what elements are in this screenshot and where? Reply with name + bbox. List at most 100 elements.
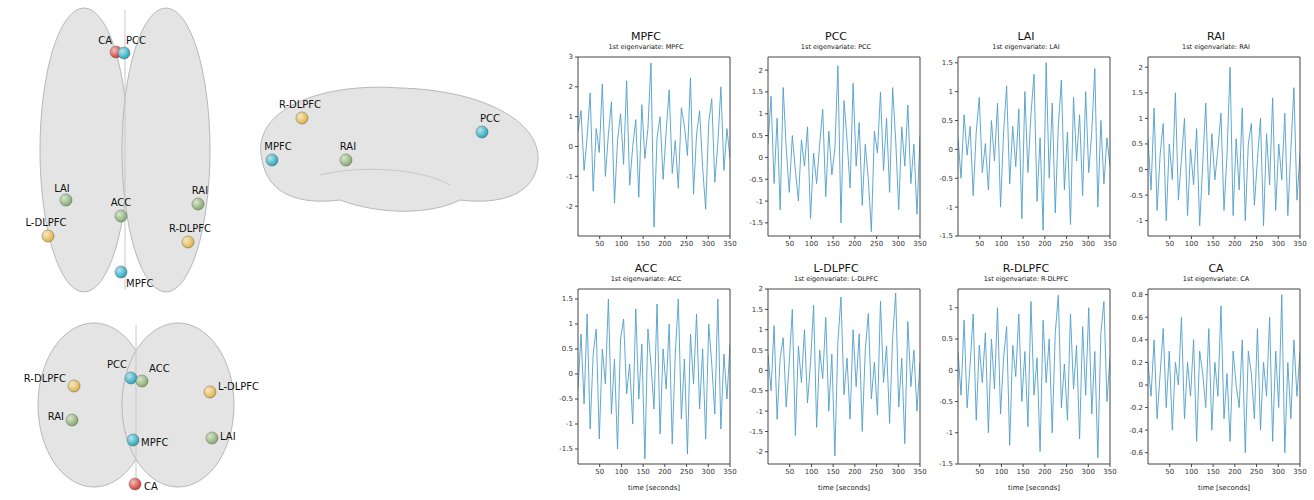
svg-text:100: 100 [995, 468, 1008, 476]
svg-text:200: 200 [1228, 240, 1241, 248]
svg-text:-0.5: -0.5 [749, 176, 763, 184]
svg-text:50: 50 [975, 240, 984, 248]
svg-text:350: 350 [1103, 240, 1116, 248]
svg-text:300: 300 [1272, 468, 1285, 476]
svg-text:150: 150 [1016, 240, 1029, 248]
svg-text:100: 100 [805, 240, 818, 248]
svg-text:1: 1 [569, 320, 573, 328]
svg-text:300: 300 [892, 240, 905, 248]
svg-text:250: 250 [680, 240, 693, 248]
svg-text:-1.5: -1.5 [559, 445, 573, 453]
svg-text:MPFC: MPFC [126, 278, 153, 289]
svg-text:350: 350 [1293, 240, 1306, 248]
svg-text:300: 300 [1082, 240, 1095, 248]
svg-text:100: 100 [615, 468, 628, 476]
svg-text:2: 2 [759, 285, 763, 293]
svg-text:PCC: PCC [107, 359, 127, 370]
svg-text:time [seconds]: time [seconds] [1008, 484, 1060, 492]
svg-text:200: 200 [658, 468, 671, 476]
svg-text:0: 0 [949, 146, 953, 154]
svg-text:0.4: 0.4 [1132, 336, 1144, 344]
svg-text:RAI: RAI [192, 185, 208, 196]
svg-text:300: 300 [1272, 240, 1285, 248]
svg-text:200: 200 [1038, 468, 1051, 476]
svg-text:100: 100 [1185, 468, 1198, 476]
svg-text:0: 0 [569, 370, 573, 378]
svg-text:L-DLPFC: L-DLPFC [25, 217, 66, 228]
svg-text:1.5: 1.5 [562, 295, 573, 303]
svg-text:-1: -1 [1136, 217, 1143, 225]
svg-text:350: 350 [723, 240, 736, 248]
svg-text:250: 250 [680, 468, 693, 476]
svg-text:0.2: 0.2 [1132, 359, 1143, 367]
svg-text:-0.6: -0.6 [1129, 449, 1143, 457]
svg-text:3: 3 [569, 53, 573, 61]
svg-text:L-DLPFC: L-DLPFC [218, 381, 259, 392]
svg-text:-1: -1 [946, 429, 953, 437]
svg-text:350: 350 [1293, 468, 1306, 476]
svg-text:200: 200 [848, 240, 861, 248]
svg-text:-0.2: -0.2 [1129, 404, 1143, 412]
svg-text:MPFC: MPFC [141, 437, 168, 448]
svg-text:250: 250 [1250, 240, 1263, 248]
svg-text:time [seconds]: time [seconds] [628, 484, 680, 492]
svg-text:2: 2 [1139, 64, 1143, 72]
svg-text:150: 150 [636, 468, 649, 476]
svg-text:200: 200 [1038, 240, 1051, 248]
svg-text:0.6: 0.6 [1132, 314, 1144, 322]
svg-text:1: 1 [569, 113, 573, 121]
svg-text:350: 350 [723, 468, 736, 476]
svg-text:-1: -1 [566, 420, 573, 428]
svg-text:-1.5: -1.5 [939, 460, 953, 468]
svg-text:1: 1 [759, 110, 763, 118]
svg-text:300: 300 [1082, 468, 1095, 476]
svg-text:100: 100 [995, 240, 1008, 248]
svg-text:1.5: 1.5 [942, 59, 953, 67]
svg-text:-1: -1 [756, 408, 763, 416]
svg-text:150: 150 [826, 468, 839, 476]
svg-text:1: 1 [759, 326, 763, 334]
svg-text:250: 250 [870, 240, 883, 248]
svg-text:LAI: LAI [220, 431, 236, 442]
svg-text:300: 300 [702, 240, 715, 248]
svg-text:R-DLPFC: R-DLPFC [169, 223, 211, 234]
svg-text:-2: -2 [756, 448, 763, 456]
svg-text:0.5: 0.5 [1132, 140, 1143, 148]
svg-text:-2: -2 [566, 203, 573, 211]
svg-text:PCC: PCC [126, 35, 146, 46]
svg-text:0: 0 [1139, 166, 1143, 174]
svg-text:50: 50 [785, 240, 794, 248]
svg-text:-0.5: -0.5 [1129, 192, 1143, 200]
svg-text:1.5: 1.5 [752, 306, 763, 314]
svg-text:150: 150 [636, 240, 649, 248]
svg-text:-1.5: -1.5 [749, 219, 763, 227]
svg-text:1.5: 1.5 [752, 88, 763, 96]
svg-text:R-DLPFC: R-DLPFC [24, 373, 66, 384]
svg-text:200: 200 [1228, 468, 1241, 476]
svg-text:-1: -1 [566, 173, 573, 181]
svg-text:100: 100 [805, 468, 818, 476]
svg-text:PCC: PCC [480, 113, 500, 124]
svg-text:0.5: 0.5 [562, 345, 573, 353]
svg-text:0.8: 0.8 [1132, 291, 1143, 299]
svg-text:-0.5: -0.5 [559, 395, 573, 403]
svg-text:250: 250 [1060, 240, 1073, 248]
svg-text:CA: CA [98, 35, 112, 46]
svg-text:-1.5: -1.5 [939, 232, 953, 240]
svg-text:-1: -1 [946, 204, 953, 212]
svg-text:RAI: RAI [340, 141, 356, 152]
svg-text:ACC: ACC [111, 197, 132, 208]
svg-text:350: 350 [1103, 468, 1116, 476]
svg-text:-1.5: -1.5 [749, 428, 763, 436]
svg-text:0.5: 0.5 [942, 117, 953, 125]
svg-text:CA: CA [144, 481, 158, 492]
svg-text:2: 2 [569, 83, 573, 91]
svg-text:350: 350 [913, 240, 926, 248]
svg-text:100: 100 [615, 240, 628, 248]
svg-text:LAI: LAI [54, 183, 70, 194]
svg-text:250: 250 [870, 468, 883, 476]
svg-text:0.5: 0.5 [752, 347, 763, 355]
svg-text:250: 250 [1250, 468, 1263, 476]
svg-text:150: 150 [1206, 240, 1219, 248]
svg-text:1: 1 [1139, 115, 1143, 123]
